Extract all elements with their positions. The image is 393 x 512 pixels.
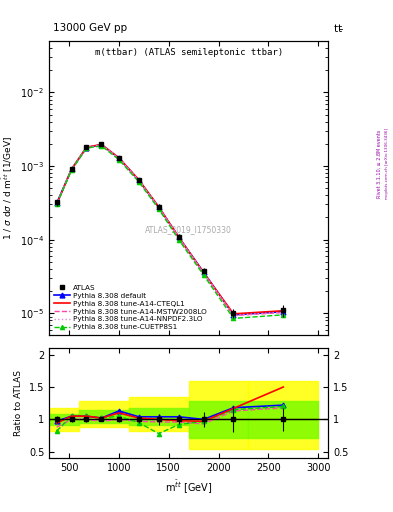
Y-axis label: 1 / $\sigma$ d$\sigma$ / d m$^{\bar{t}t}$ [1/GeV]: 1 / $\sigma$ d$\sigma$ / d m$^{\bar{t}t}…: [0, 136, 15, 240]
Legend: ATLAS, Pythia 8.308 default, Pythia 8.308 tune-A14-CTEQL1, Pythia 8.308 tune-A14: ATLAS, Pythia 8.308 default, Pythia 8.30…: [53, 284, 208, 332]
Text: 13000 GeV pp: 13000 GeV pp: [53, 23, 127, 33]
Y-axis label: Ratio to ATLAS: Ratio to ATLAS: [14, 370, 23, 436]
Text: tt$\bar{}$: tt$\bar{}$: [333, 22, 344, 34]
X-axis label: m$^{\bar{t}t}$ [GeV]: m$^{\bar{t}t}$ [GeV]: [165, 479, 212, 496]
Text: m(ttbar) (ATLAS semileptonic ttbar): m(ttbar) (ATLAS semileptonic ttbar): [95, 48, 283, 57]
Text: Rivet 3.1.10, ≥ 2.8M events: Rivet 3.1.10, ≥ 2.8M events: [377, 130, 382, 198]
Text: ATLAS_2019_I1750330: ATLAS_2019_I1750330: [145, 225, 232, 234]
Text: mcplots.cern.ch [arXiv:1306.3436]: mcplots.cern.ch [arXiv:1306.3436]: [385, 129, 389, 199]
